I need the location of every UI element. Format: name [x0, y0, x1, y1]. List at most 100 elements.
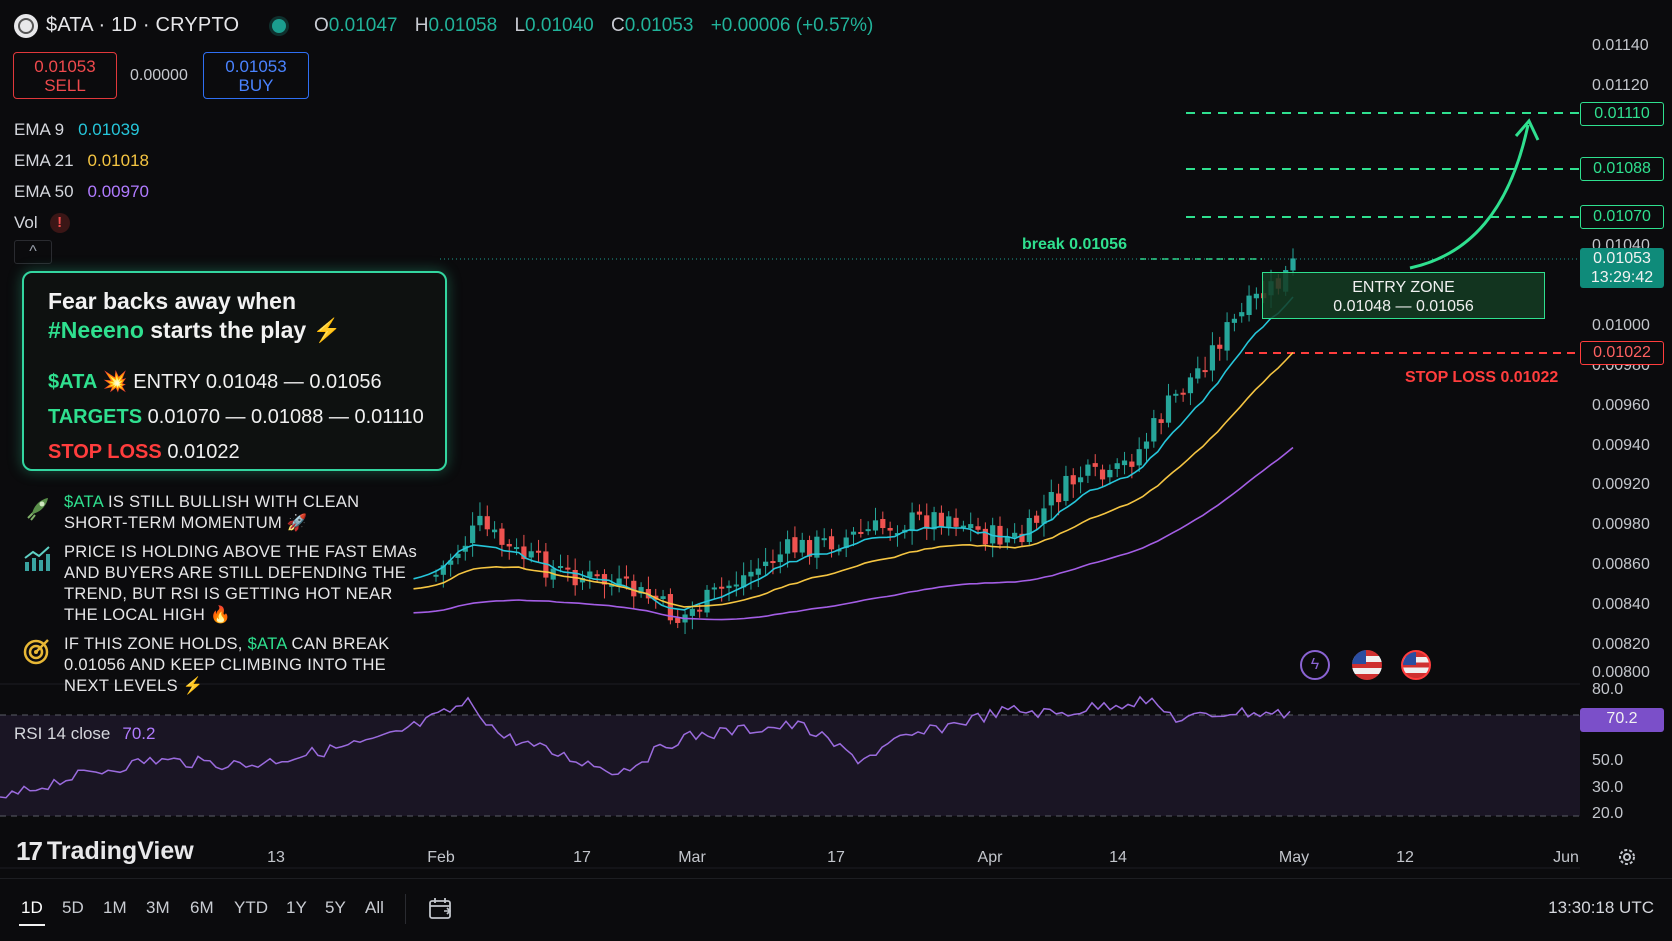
candle-body — [616, 578, 622, 586]
rsi-axis-label: 50.0 — [1592, 752, 1624, 769]
price-axis-label: 0.00800 — [1592, 664, 1650, 681]
price-axis-label: 0.01140 — [1592, 37, 1649, 54]
range-5y-button[interactable]: 5Y — [325, 898, 346, 917]
range-1m-button[interactable]: 1M — [103, 898, 127, 917]
candle-body — [609, 583, 615, 587]
indicator-ema9[interactable]: EMA 9 0.01039 — [14, 114, 149, 145]
candle-body — [894, 533, 901, 536]
candle-body — [865, 529, 871, 532]
us-flag-event-icon[interactable] — [1401, 650, 1431, 680]
target-1-price-tag: 0.01070 — [1580, 205, 1664, 229]
lightning-event-icon[interactable]: ϟ — [1300, 650, 1330, 680]
rsi-legend[interactable]: RSI 14 close 70.2 — [14, 724, 155, 744]
utc-clock[interactable]: 13:30:18 UTC — [1548, 898, 1654, 917]
candle-body — [931, 512, 937, 530]
symbol-title[interactable]: $ATA · 1D · CRYPTO — [46, 14, 240, 36]
settings-gear-icon[interactable] — [1616, 846, 1638, 868]
range-3m-button[interactable]: 3M — [146, 898, 170, 917]
note-text: IS STILL BULLISH WITH CLEAN SHORT-TERM M… — [64, 493, 360, 532]
change-value: +0.00006 (+0.57%) — [710, 15, 874, 36]
signal-stop-text: 0.01022 — [167, 441, 240, 463]
candle-body — [1217, 344, 1223, 349]
candle-body — [638, 587, 644, 594]
signal-title-line1: Fear backs away when — [48, 288, 297, 314]
candle-body — [799, 539, 805, 553]
candle-body — [579, 577, 586, 583]
current-price-tag: 0.01053 13:29:42 — [1580, 248, 1664, 288]
candle-body — [946, 516, 952, 528]
signal-card: Fear backs away when #Neeeno starts the … — [22, 271, 447, 471]
buy-button[interactable]: 0.01053 BUY — [203, 52, 309, 99]
chart-up-icon — [24, 546, 50, 571]
target-arrow-head — [1514, 118, 1540, 141]
rsi-line — [0, 695, 1291, 799]
indicator-value: 0.01018 — [87, 150, 149, 170]
warning-icon[interactable]: ! — [49, 212, 70, 233]
candle-body — [719, 586, 725, 589]
candle-body — [726, 585, 732, 589]
signal-entry: $ATA 💥 ENTRY 0.01048 — 0.01056 — [48, 369, 445, 394]
entry-zone-title: ENTRY ZONE — [1352, 279, 1455, 296]
range-6m-button[interactable]: 6M — [190, 898, 214, 917]
tradingview-logo[interactable]: 17 TradingView — [16, 836, 194, 867]
candle-body — [806, 540, 813, 557]
note-item: IF THIS ZONE HOLDS, $ATA CAN BREAK 0.010… — [22, 634, 422, 697]
candle-body — [777, 554, 783, 563]
rsi-axis-label: 80.0 — [1592, 681, 1624, 698]
rsi-band — [0, 715, 1580, 816]
candle-body — [1048, 492, 1054, 506]
candle-body — [689, 608, 695, 616]
symbol-logo-icon[interactable] — [14, 14, 38, 38]
candle-body — [623, 576, 630, 579]
candle-body — [1209, 345, 1216, 371]
target-icon — [23, 639, 49, 665]
candle-body — [1136, 449, 1142, 466]
collapse-legend-button[interactable]: ^ — [14, 240, 52, 264]
note-symbol: $ATA — [64, 493, 104, 511]
candle-body — [1077, 477, 1084, 483]
time-axis-label: 17 — [827, 849, 845, 866]
indicator-name: Vol — [14, 212, 38, 232]
candle-body — [1180, 392, 1186, 395]
candle-body — [1129, 461, 1135, 467]
us-flag-icon[interactable] — [1352, 650, 1382, 680]
range-all-button[interactable]: All — [365, 898, 384, 917]
candle-body — [477, 515, 483, 526]
candle-body — [1026, 518, 1032, 542]
bar-countdown: 13:29:42 — [1590, 269, 1654, 286]
low-label: L — [514, 15, 526, 36]
indicator-ema21[interactable]: EMA 21 0.01018 — [14, 145, 149, 176]
note-text-pre: IF THIS ZONE HOLDS, — [64, 635, 248, 653]
sell-button[interactable]: 0.01053 SELL — [13, 52, 117, 99]
candle-body — [924, 515, 930, 529]
candle-body — [1195, 368, 1201, 379]
calendar-icon[interactable] — [428, 896, 454, 922]
indicator-name: EMA 21 — [14, 150, 74, 170]
candle-body — [968, 524, 974, 529]
rsi-axis-label: 20.0 — [1592, 805, 1624, 822]
indicator-name: EMA 9 — [14, 119, 65, 139]
note-text: PRICE IS HOLDING ABOVE THE FAST EMAs AND… — [64, 543, 418, 624]
candle-body — [594, 574, 600, 577]
note-item: $ATA IS STILL BULLISH WITH CLEAN SHORT-T… — [22, 492, 422, 534]
candle-body — [748, 571, 754, 577]
indicator-vol[interactable]: Vol ! — [14, 207, 149, 238]
tradingview-mark-icon: 17 — [16, 836, 43, 866]
candle-body — [909, 512, 915, 532]
range-ytd-button[interactable]: YTD — [234, 898, 268, 917]
note-item: PRICE IS HOLDING ABOVE THE FAST EMAs AND… — [22, 542, 422, 626]
range-5d-button[interactable]: 5D — [62, 898, 84, 917]
low-value: 0.01040 — [525, 15, 594, 36]
range-1y-button[interactable]: 1Y — [286, 898, 307, 917]
rsi-line-group — [0, 695, 1291, 799]
range-1d-button[interactable]: 1D — [19, 898, 45, 926]
candle-body — [1165, 395, 1172, 423]
market-status-dot-icon — [272, 19, 286, 33]
high-value: 0.01058 — [428, 15, 498, 36]
indicator-name: EMA 50 — [14, 181, 74, 201]
candle-body — [1041, 508, 1047, 524]
candle-body — [770, 561, 776, 564]
entry-zone-box[interactable]: ENTRY ZONE 0.01048 — 0.01056 — [1262, 272, 1545, 319]
indicator-ema50[interactable]: EMA 50 0.00970 — [14, 176, 149, 207]
